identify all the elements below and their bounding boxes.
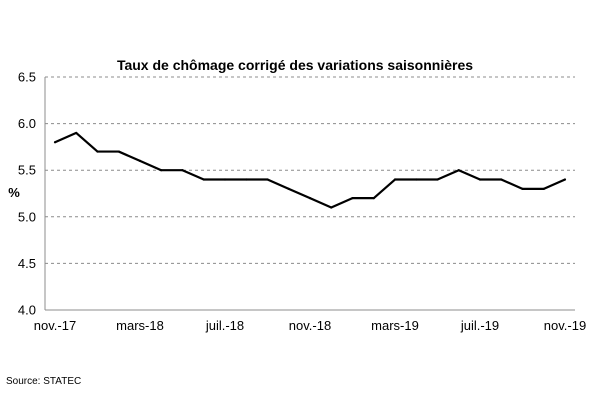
- y-tick-label: 6.0: [18, 116, 36, 131]
- data-point: [542, 187, 545, 190]
- chart-title: Taux de chômage corrigé des variations s…: [117, 57, 473, 73]
- data-point: [372, 197, 375, 200]
- data-point: [500, 178, 503, 181]
- data-point: [245, 178, 248, 181]
- x-tick-label: mars-19: [371, 318, 419, 333]
- x-tick-label: juil.-19: [460, 318, 499, 333]
- data-point: [436, 178, 439, 181]
- y-tick-label: 4.0: [18, 303, 36, 318]
- series-layer: [53, 131, 567, 209]
- x-tick-label: mars-18: [116, 318, 164, 333]
- data-point: [330, 206, 333, 209]
- source-note: Source: STATEC: [6, 376, 81, 387]
- data-point: [415, 178, 418, 181]
- y-axis-label: %: [8, 185, 20, 200]
- data-point: [521, 187, 524, 190]
- data-point: [287, 187, 290, 190]
- y-tick-label: 4.5: [18, 256, 36, 271]
- x-tick-label: juil.-18: [205, 318, 244, 333]
- data-point: [138, 159, 142, 162]
- x-tick-labels: nov.-17 mars-18 juil.-18 nov.-18 mars-19 juil…: [34, 318, 586, 333]
- data-point: [75, 131, 78, 135]
- y-tick-label: 5.5: [18, 163, 36, 178]
- data-point: [202, 178, 205, 181]
- data-point: [457, 169, 460, 172]
- data-point: [351, 197, 354, 200]
- data-point: [563, 178, 567, 181]
- x-tick-label: nov.-18: [289, 318, 331, 333]
- data-point: [53, 141, 57, 144]
- data-point: [308, 197, 312, 200]
- grid-lines: [45, 76, 575, 264]
- data-point: [223, 178, 227, 181]
- y-tick-label: 5.0: [18, 209, 36, 224]
- axes: [44, 77, 575, 311]
- data-point: [160, 169, 163, 172]
- data-point: [181, 169, 184, 172]
- y-tick-label: 6.5: [18, 70, 36, 85]
- data-point: [96, 150, 99, 153]
- x-tick-label: nov.-17: [34, 318, 76, 333]
- data-point: [478, 178, 482, 181]
- data-point: [117, 150, 120, 153]
- y-tick-labels: 4.0 4.5 5.0 5.5 6.0 6.5: [18, 70, 36, 318]
- x-tick-label: nov.-19: [544, 318, 586, 333]
- data-point: [393, 178, 397, 181]
- data-point: [266, 178, 269, 181]
